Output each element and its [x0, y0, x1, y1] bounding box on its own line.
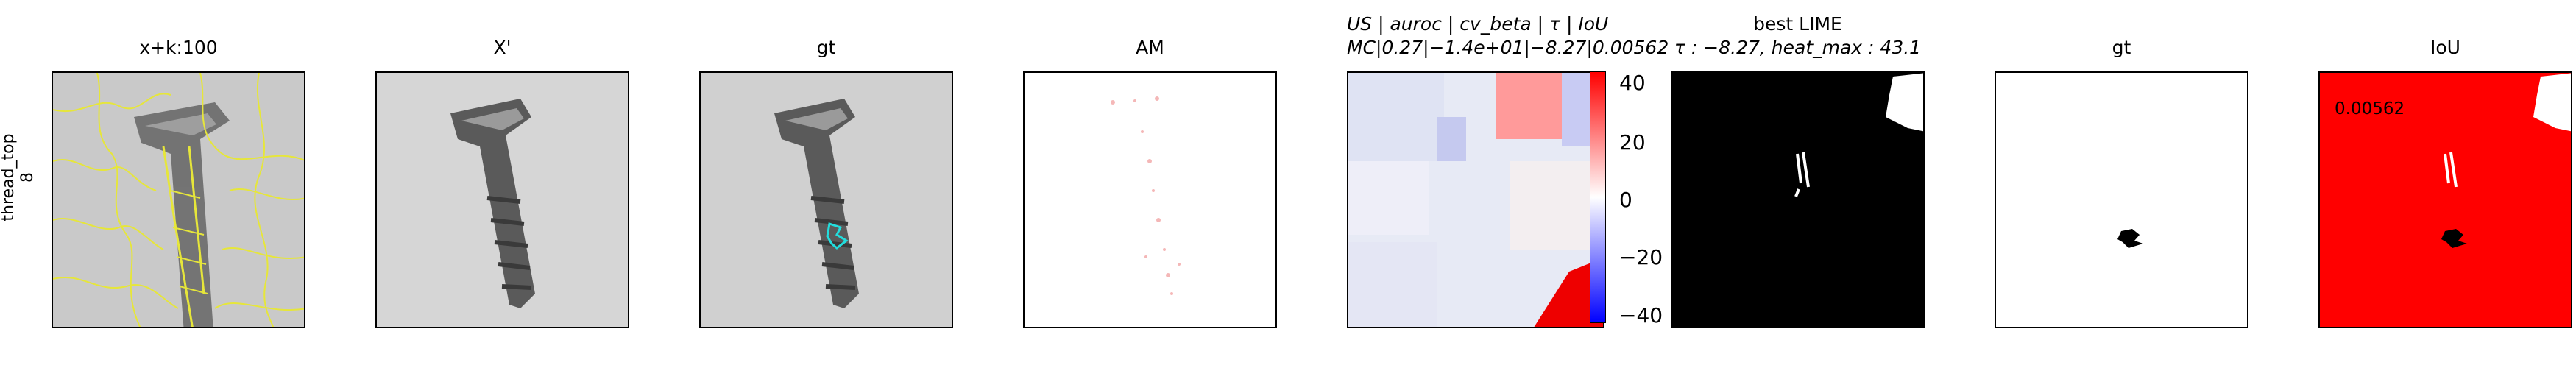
row-label: thread_top 8 [0, 133, 37, 222]
colorbar-tick-20: 20 [1619, 130, 1646, 155]
panel-title-8: IoU [2430, 37, 2460, 58]
segment-boundaries [53, 73, 304, 327]
gt-contour [826, 222, 849, 250]
panel-title-6b: τ : −8.27, heat_max : 43.1 [1674, 37, 1922, 58]
iou-panel: 0.00562 [2318, 71, 2572, 328]
panel-title-6a: best LIME [1753, 13, 1842, 35]
segmentation-panel [52, 71, 305, 328]
screw-shape [134, 102, 230, 327]
lime-mask [1794, 152, 1810, 197]
heatmap-panel [1347, 71, 1604, 328]
colorbar-tick-neg40: −40 [1619, 303, 1663, 328]
panel-title-3: gt [816, 37, 836, 58]
colorbar-tick-40: 40 [1619, 71, 1646, 95]
attention-speckles [1111, 96, 1181, 295]
colorbar-tick-neg20: −20 [1619, 245, 1663, 269]
colorbar-tick-0: 0 [1619, 188, 1632, 212]
panel-title-2: X' [493, 37, 512, 58]
panel-title-7: gt [2112, 37, 2131, 58]
panel-title-5b: MC|0.27|−1.4e+01|−8.27|0.00562 [1347, 37, 1669, 58]
iou-value: 0.00562 [2335, 99, 2405, 118]
panel-title-5a: US | auroc | cv_beta | τ | IoU [1347, 13, 1609, 35]
gt-overlay-panel [699, 71, 953, 328]
image-panel [375, 71, 629, 328]
panel-title-1: x+k:100 [139, 37, 218, 58]
panel-title-4: AM [1136, 37, 1164, 58]
attention-map-panel [1023, 71, 1277, 328]
colorbar [1590, 71, 1606, 323]
gt-mask-panel [1995, 71, 2248, 328]
lime-panel [1671, 71, 1925, 328]
